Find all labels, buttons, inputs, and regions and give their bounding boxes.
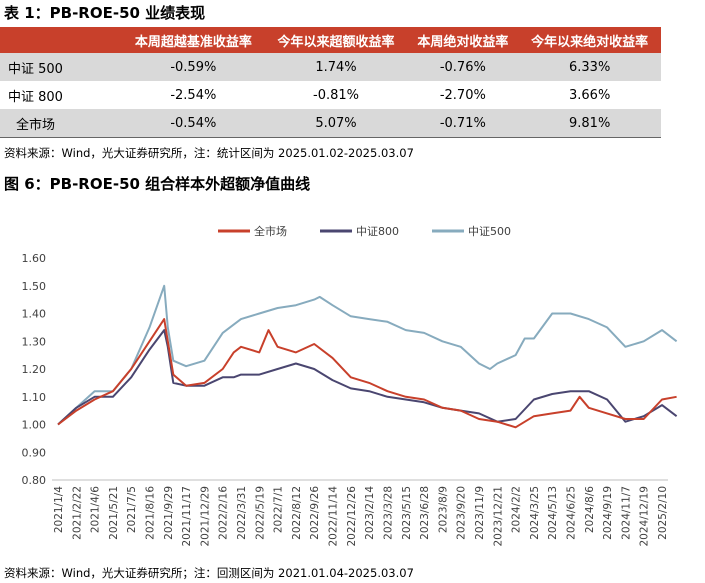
table-row: 中证 800 -2.54% -0.81% -2.70% 3.66% (0, 81, 661, 109)
x-tick-label: 2022/7/1 (273, 486, 285, 533)
x-tick-label: 2022/12/26 (346, 486, 358, 547)
x-tick-label: 2023/11/9 (474, 486, 486, 540)
x-tick-label: 2021/8/16 (145, 486, 157, 540)
x-tick-label: 2022/5/19 (254, 486, 266, 540)
x-tick-label: 2024/12/19 (639, 486, 651, 547)
series-line (57, 284, 678, 426)
table-row: 中证 500 -0.59% 1.74% -0.76% 6.33% (0, 53, 661, 81)
table-cell: -0.81% (313, 87, 359, 103)
legend-label: 中证500 (468, 225, 511, 238)
series-line (57, 318, 677, 429)
table-cell: -0.71% (407, 109, 519, 138)
table-cell: 中证 500 (0, 53, 122, 81)
excess-nav-line-chart: 0.80 0.90 1.00 1.10 1.20 1.30 1.40 1.50 1.60 2021… (22, 224, 678, 547)
table-header-cell: 今年以来超额收益率 (264, 27, 408, 53)
x-tick-label: 2024/6/25 (565, 486, 577, 540)
x-tick-label: 2022/2/16 (218, 486, 230, 540)
x-tick-label: 2024/3/25 (529, 486, 541, 540)
x-tick-label: 2023/5/15 (401, 486, 413, 540)
x-tick-label: 2021/11/17 (181, 486, 193, 547)
table-row: 全市场 -0.54% 5.07% -0.71% 9.81% (0, 109, 661, 138)
y-tick-label: 1.00 (22, 419, 47, 432)
x-tick-label: 2024/8/6 (584, 486, 596, 533)
table-cell: -0.54% (122, 109, 265, 138)
x-tick-label: 2024/2/2 (511, 486, 523, 533)
x-tick-label: 2023/3/28 (382, 486, 394, 540)
performance-table: 本周超越基准收益率 今年以来超额收益率 本周绝对收益率 今年以来绝对收益率 中证… (0, 27, 661, 138)
y-tick-label: 1.20 (22, 363, 47, 376)
table-header-cell (0, 27, 122, 53)
table-cell: -2.54% (170, 87, 217, 103)
x-tick-label: 2023/2/14 (364, 486, 376, 540)
series-line (57, 329, 678, 426)
table-cell: 3.66% (569, 87, 611, 103)
table-cell: 6.33% (518, 53, 661, 81)
table-header-cell: 今年以来绝对收益率 (518, 27, 661, 53)
table-cell: 9.81% (518, 109, 661, 138)
y-tick-label: 1.30 (22, 335, 47, 348)
x-tick-label: 2024/5/13 (547, 486, 559, 540)
table-cell: 全市场 (0, 109, 122, 138)
x-tick-label: 2022/8/12 (291, 486, 303, 540)
x-tick-label: 2021/2/22 (71, 486, 83, 540)
x-tick-label: 2021/4/6 (90, 486, 102, 533)
x-tick-label: 2024/9/19 (602, 486, 614, 540)
y-tick-label: 1.40 (22, 308, 47, 321)
table-cell: 1.74% (264, 53, 408, 81)
x-tick-label: 2021/12/29 (199, 486, 211, 547)
x-tick-label: 2023/9/20 (456, 486, 468, 540)
x-tick-label: 2021/9/29 (163, 486, 175, 540)
x-tick-label: 2022/9/26 (309, 486, 321, 540)
x-tick-label: 2025/2/10 (657, 486, 669, 540)
x-tick-label: 2023/6/28 (419, 486, 431, 540)
y-tick-label: 1.50 (22, 280, 47, 293)
table-cell: -0.76% (407, 53, 519, 81)
figure-source-note: 资料来源：Wind，光大证券研究所；注：回测区间为 2021.01.04-202… (4, 566, 414, 580)
x-tick-label: 2021/7/5 (126, 486, 138, 533)
x-tick-label: 2022/3/31 (236, 486, 248, 540)
table-cell: -2.70% (439, 87, 486, 103)
table-cell: -0.59% (122, 53, 265, 81)
table-title: 表 1：PB-ROE-50 业绩表现 (4, 4, 206, 22)
figure-title: 图 6：PB-ROE-50 组合样本外超额净值曲线 (4, 175, 311, 193)
table-header-row: 本周超越基准收益率 今年以来超额收益率 本周绝对收益率 今年以来绝对收益率 (0, 27, 661, 53)
table-header-cell: 本周超越基准收益率 (122, 27, 265, 53)
y-tick-label: 0.80 (22, 474, 47, 487)
x-tick-label: 2022/11/14 (328, 486, 340, 547)
legend-label: 中证800 (356, 225, 399, 238)
y-tick-label: 1.10 (22, 391, 47, 404)
legend-label: 全市场 (254, 224, 287, 238)
x-tick-label: 2023/8/9 (437, 486, 449, 533)
y-tick-label: 1.60 (22, 252, 47, 265)
x-tick-label: 2021/1/4 (53, 486, 65, 533)
table-source-note: 资料来源：Wind，光大证券研究所，注：统计区间为 2025.01.02-202… (4, 146, 414, 160)
x-tick-label: 2023/12/21 (492, 486, 504, 547)
table-cell: 5.07% (264, 109, 408, 138)
table-header-cell: 本周绝对收益率 (407, 27, 519, 53)
x-tick-label: 2021/5/21 (108, 486, 120, 540)
table-cell: 中证 800 (8, 89, 63, 105)
x-tick-label: 2024/11/7 (620, 486, 632, 540)
y-tick-label: 0.90 (22, 446, 47, 459)
